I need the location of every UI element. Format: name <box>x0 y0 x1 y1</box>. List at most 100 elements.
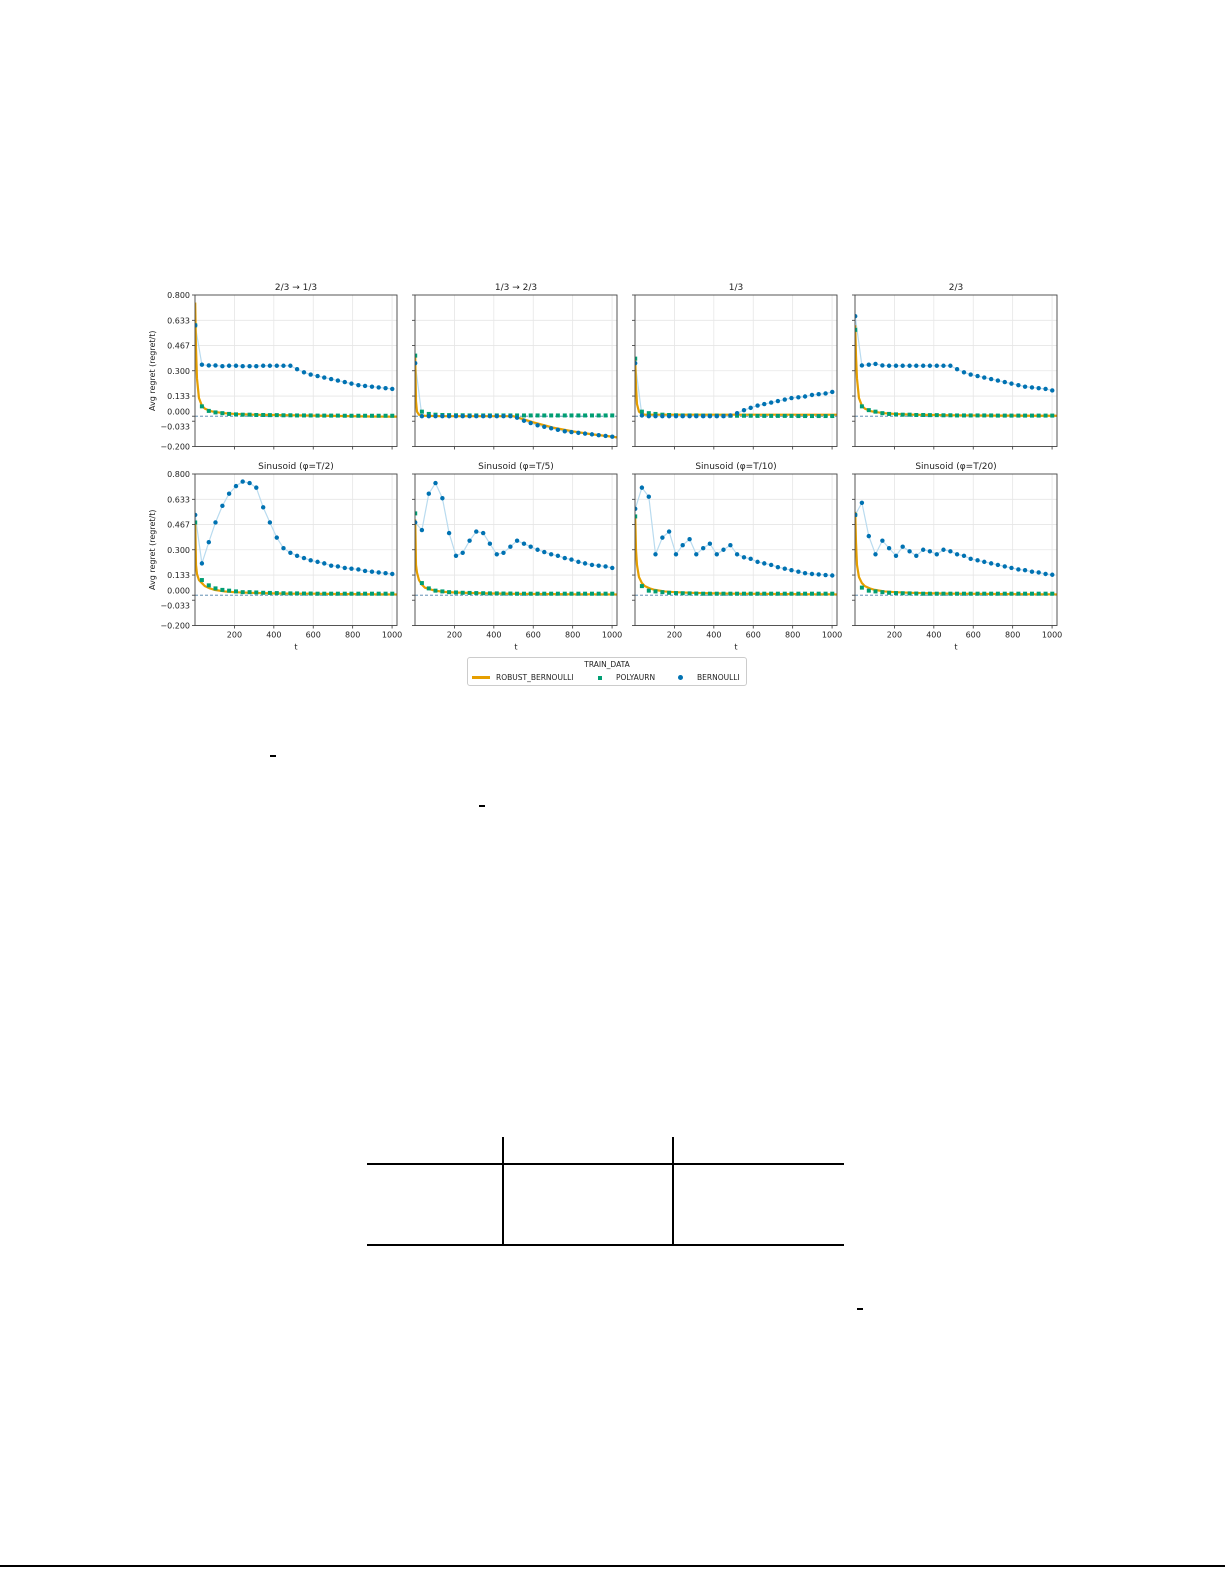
bernoulli-point <box>830 573 835 578</box>
bernoulli-point <box>823 572 828 578</box>
bernoulli-point <box>796 569 801 574</box>
polyaurn-point <box>995 413 1000 418</box>
bernoulli-point <box>941 363 946 368</box>
polyaurn-point <box>240 590 245 595</box>
bernoulli-point <box>562 429 567 434</box>
bernoulli-point <box>673 552 679 557</box>
bernoulli-point <box>1009 565 1014 571</box>
bernoulli-point <box>281 546 286 551</box>
polyaurn-point <box>914 412 919 417</box>
legend-item-bernoulli: BERNOULLI <box>678 673 740 682</box>
bernoulli-point <box>603 433 608 439</box>
polyaurn-point <box>356 413 361 418</box>
bernoulli-point <box>721 414 726 419</box>
bernoulli-point <box>576 559 581 565</box>
polyaurn-point <box>528 413 533 418</box>
polyaurn-point <box>322 413 327 418</box>
bernoulli-point <box>1043 386 1048 392</box>
polyaurn-point <box>555 413 560 418</box>
bernoulli-point <box>1002 564 1007 569</box>
polyaurn-point <box>501 591 506 596</box>
plot-area <box>855 314 1057 418</box>
polyaurn-point <box>823 591 828 596</box>
bernoulli-point <box>206 363 211 368</box>
bernoulli-point <box>274 535 279 540</box>
bernoulli-point <box>809 571 815 577</box>
polyaurn-point <box>1016 591 1021 596</box>
bernoulli-point <box>467 414 472 419</box>
polyaurn-point <box>199 578 204 583</box>
bernoulli-point <box>514 538 520 543</box>
polyaurn-point <box>639 409 644 414</box>
subplot-title: 2/3 → 1/3 <box>275 283 317 293</box>
bernoulli-point <box>335 564 341 569</box>
polyaurn-point <box>329 591 334 596</box>
bernoulli-point <box>610 565 615 571</box>
polyaurn-point <box>467 590 472 595</box>
bernoulli-point <box>199 362 205 367</box>
xtick-label: 800 <box>1005 631 1020 640</box>
polyaurn-point <box>653 411 658 416</box>
bernoulli-point <box>213 520 218 525</box>
bernoulli-point <box>927 363 933 368</box>
polyaurn-point <box>603 591 608 596</box>
polyaurn-point <box>261 412 266 417</box>
polyaurn-point <box>288 591 293 596</box>
polyaurn-point <box>873 589 878 594</box>
polyaurn-point <box>1036 591 1041 596</box>
bernoulli-point <box>1022 568 1028 573</box>
polyaurn-point <box>769 591 774 596</box>
bernoulli-point <box>914 363 919 368</box>
bernoulli-point <box>213 363 218 368</box>
polyaurn-point <box>900 591 905 596</box>
legend-label: POLYAURN <box>616 673 656 682</box>
bernoulli-point <box>728 543 733 548</box>
ytick-label: 0.633 <box>167 316 190 325</box>
polyaurn-point <box>308 413 313 418</box>
bernoulli-point <box>383 571 388 576</box>
bernoulli-point <box>816 572 821 577</box>
ytick-label: 0.000 <box>167 587 190 596</box>
xtick-label: 800 <box>785 631 800 640</box>
polyaurn-point <box>927 591 932 596</box>
polyaurn-point <box>762 591 767 596</box>
bernoulli-point <box>369 569 375 574</box>
bernoulli-point <box>653 414 658 419</box>
bernoulli-point <box>1050 388 1055 393</box>
polyaurn-point <box>855 327 858 332</box>
polyaurn-point <box>948 591 953 596</box>
polyaurn-point <box>281 591 286 596</box>
bernoulli-band <box>195 325 393 390</box>
bernoulli-point <box>673 414 679 419</box>
bernoulli-point <box>988 561 994 566</box>
bernoulli-point <box>274 363 279 368</box>
bernoulli-point <box>288 363 293 368</box>
bernoulli-point <box>494 552 499 557</box>
polyaurn-point <box>816 414 821 419</box>
bernoulli-point <box>941 547 946 552</box>
bernoulli-point <box>920 547 926 552</box>
polyaurn-point <box>267 413 272 418</box>
bernoulli-point <box>782 397 787 402</box>
polyaurn-point <box>199 404 204 409</box>
ytick-label: 0.300 <box>167 546 190 555</box>
polyaurn-point <box>921 412 926 417</box>
subplot-7: 200 400 600 800 1000 Sinusoid (φ=T/20) t <box>852 462 1062 652</box>
polyaurn-point <box>755 413 760 418</box>
bernoulli-point <box>474 529 479 534</box>
polyaurn-point <box>447 590 452 595</box>
polyaurn-point <box>907 412 912 417</box>
bernoulli-point <box>796 395 801 400</box>
polyaurn-point <box>369 413 374 418</box>
bernoulli-point <box>508 414 513 419</box>
polyaurn-point <box>227 588 232 593</box>
bernoulli-point <box>589 432 595 437</box>
polyaurn-point <box>569 413 574 418</box>
bernoulli-point <box>342 565 347 571</box>
bernoulli-point <box>866 533 871 539</box>
bernoulli-band <box>195 480 393 575</box>
robust-bernoulli-line <box>195 302 397 418</box>
bernoulli-point <box>281 363 286 368</box>
axes-frame <box>194 473 398 626</box>
polyaurn-point <box>775 413 780 418</box>
